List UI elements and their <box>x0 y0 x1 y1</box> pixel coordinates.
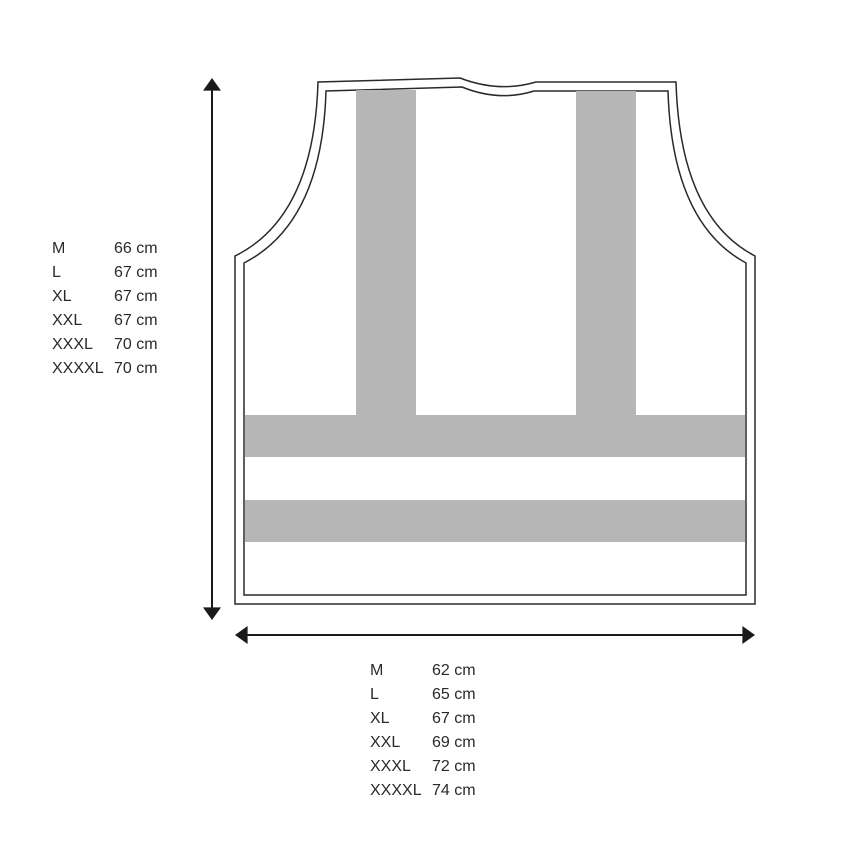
height-dimension-arrow <box>203 78 221 620</box>
size-row: L65 cm <box>370 686 492 704</box>
size-value: 62 cm <box>432 662 492 680</box>
height-size-table: M66 cmL67 cmXL67 cmXXL67 cmXXXL70 cmXXXX… <box>52 240 174 384</box>
size-value: 65 cm <box>432 686 492 704</box>
size-value: 66 cm <box>114 240 174 258</box>
size-label: XL <box>52 288 114 306</box>
size-label: XXXL <box>52 336 114 354</box>
size-label: XL <box>370 710 432 728</box>
size-row: XXXL72 cm <box>370 758 492 776</box>
size-row: XL67 cm <box>52 288 174 306</box>
size-row: XXL69 cm <box>370 734 492 752</box>
size-label: XXXL <box>370 758 432 776</box>
size-value: 67 cm <box>432 710 492 728</box>
size-value: 67 cm <box>114 264 174 282</box>
width-dimension-arrow <box>235 626 755 644</box>
size-row: XXXL70 cm <box>52 336 174 354</box>
width-size-table: M62 cmL65 cmXL67 cmXXL69 cmXXXL72 cmXXXX… <box>370 662 492 806</box>
size-row: M62 cm <box>370 662 492 680</box>
size-value: 74 cm <box>432 782 492 800</box>
size-row: XXXXL74 cm <box>370 782 492 800</box>
size-row: L67 cm <box>52 264 174 282</box>
size-value: 72 cm <box>432 758 492 776</box>
size-label: XXL <box>370 734 432 752</box>
size-row: XXXXL70 cm <box>52 360 174 378</box>
size-label: L <box>52 264 114 282</box>
size-label: M <box>52 240 114 258</box>
size-value: 69 cm <box>432 734 492 752</box>
size-label: M <box>370 662 432 680</box>
size-row: XXL67 cm <box>52 312 174 330</box>
size-value: 67 cm <box>114 288 174 306</box>
size-value: 70 cm <box>114 336 174 354</box>
size-value: 70 cm <box>114 360 174 378</box>
size-label: XXXXL <box>370 782 432 800</box>
size-label: L <box>370 686 432 704</box>
size-label: XXXXL <box>52 360 114 378</box>
size-row: XL67 cm <box>370 710 492 728</box>
size-value: 67 cm <box>114 312 174 330</box>
size-label: XXL <box>52 312 114 330</box>
size-row: M66 cm <box>52 240 174 258</box>
